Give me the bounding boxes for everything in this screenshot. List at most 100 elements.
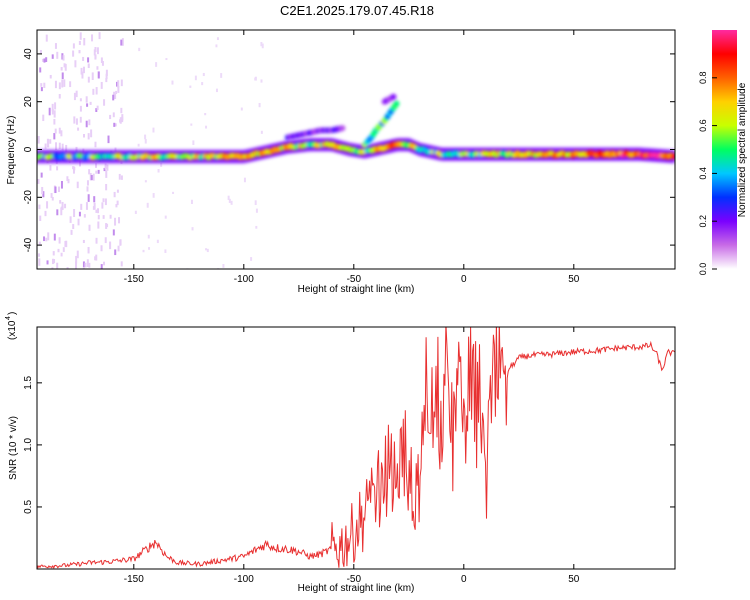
noise-speckle — [112, 94, 115, 101]
noise-speckle — [87, 76, 90, 83]
noise-speckle — [78, 50, 81, 54]
noise-speckle — [40, 87, 43, 92]
noise-speckle — [105, 73, 108, 79]
noise-speckle — [93, 202, 96, 210]
band-core — [37, 140, 675, 161]
noise-speckle — [116, 81, 119, 87]
noise-speckle — [43, 82, 46, 88]
noise-speckle — [82, 267, 85, 269]
noise-speckle — [115, 204, 118, 208]
noise-speckle — [83, 37, 86, 46]
noise-speckle — [63, 63, 66, 68]
noise-speckle — [227, 195, 230, 200]
noise-speckle — [58, 127, 61, 134]
noise-speckle — [205, 125, 208, 129]
noise-speckle — [46, 260, 49, 265]
noise-speckle — [117, 86, 120, 93]
noise-speckle — [109, 214, 112, 219]
noise-speckle — [61, 79, 64, 88]
noise-speckle — [53, 233, 56, 241]
noise-speckle — [58, 142, 61, 149]
noise-speckle — [95, 209, 98, 213]
noise-speckle — [97, 169, 100, 174]
noise-speckle — [254, 77, 257, 81]
noise-speckle — [261, 43, 264, 49]
noise-speckle — [86, 186, 89, 192]
noise-speckle — [172, 191, 175, 194]
noise-speckle — [73, 116, 76, 124]
noise-speckle — [49, 74, 52, 79]
noise-speckle — [109, 241, 112, 250]
noise-speckle — [53, 118, 56, 125]
noise-speckle — [144, 180, 147, 183]
noise-speckle — [45, 237, 48, 242]
noise-speckle — [98, 32, 101, 40]
noise-speckle — [72, 43, 75, 49]
colorbar-tick-label: 0.8 — [698, 72, 708, 85]
noise-speckle — [55, 142, 58, 150]
noise-speckle — [63, 79, 66, 87]
noise-speckle — [73, 209, 76, 218]
noise-speckle — [215, 44, 218, 48]
noise-speckle — [105, 170, 108, 178]
noise-speckle — [67, 179, 70, 184]
noise-speckle — [114, 147, 117, 152]
noise-speckle — [155, 62, 158, 67]
y-tick-label: 0 — [23, 146, 34, 152]
noise-speckle — [56, 51, 59, 59]
noise-speckle — [50, 193, 53, 198]
noise-speckle — [100, 245, 103, 252]
noise-speckle — [240, 107, 243, 111]
noise-speckle — [114, 93, 117, 100]
noise-speckle — [92, 88, 95, 95]
noise-speckle — [192, 140, 195, 146]
noise-speckle — [85, 120, 88, 128]
y-tick-label: 20 — [23, 96, 34, 108]
x-tick-label: 50 — [568, 274, 580, 285]
noise-speckle — [190, 199, 193, 205]
noise-speckle — [112, 112, 115, 118]
noise-speckle — [202, 72, 205, 77]
noise-speckle — [85, 202, 88, 210]
noise-speckle — [75, 90, 78, 98]
noise-speckle — [114, 249, 117, 256]
noise-speckle — [113, 122, 116, 127]
noise-speckle — [95, 87, 98, 95]
noise-speckle — [72, 50, 75, 57]
noise-speckle — [95, 163, 98, 168]
noise-speckle — [152, 193, 155, 198]
noise-speckle — [40, 172, 43, 178]
upper-branch — [361, 100, 400, 148]
noise-speckle — [61, 143, 64, 151]
noise-speckle — [109, 114, 112, 120]
noise-speckle — [120, 261, 123, 267]
noise-speckle — [164, 249, 167, 253]
noise-speckle — [41, 186, 44, 195]
noise-speckle — [53, 133, 56, 140]
noise-speckle — [147, 234, 150, 239]
x-tick-label: 50 — [568, 574, 580, 585]
noise-speckle — [85, 96, 88, 103]
noise-speckle — [84, 262, 87, 268]
noise-speckle — [120, 107, 123, 114]
noise-speckle — [171, 80, 174, 85]
noise-speckle — [45, 57, 48, 63]
noise-speckle — [44, 143, 47, 149]
noise-speckle — [38, 253, 41, 257]
y-tick-label: 0.5 — [23, 500, 34, 514]
noise-speckle — [87, 63, 90, 69]
noise-speckle — [53, 110, 56, 118]
noise-speckle — [94, 141, 97, 148]
noise-speckle — [260, 79, 263, 83]
noise-speckle — [260, 130, 263, 134]
spectrogram-panel: -150 -100 -50 0 50 -40 -20 0 20 40 Height of str… — [6, 29, 676, 295]
noise-speckle — [88, 224, 91, 231]
noise-speckle — [204, 112, 207, 116]
noise-speckle — [60, 180, 63, 189]
noise-speckle — [103, 261, 106, 266]
noise-speckle — [157, 169, 160, 173]
noise-speckle — [113, 191, 116, 198]
noise-speckle — [215, 88, 218, 93]
noise-speckle — [51, 109, 54, 115]
noise-speckle — [49, 165, 52, 171]
